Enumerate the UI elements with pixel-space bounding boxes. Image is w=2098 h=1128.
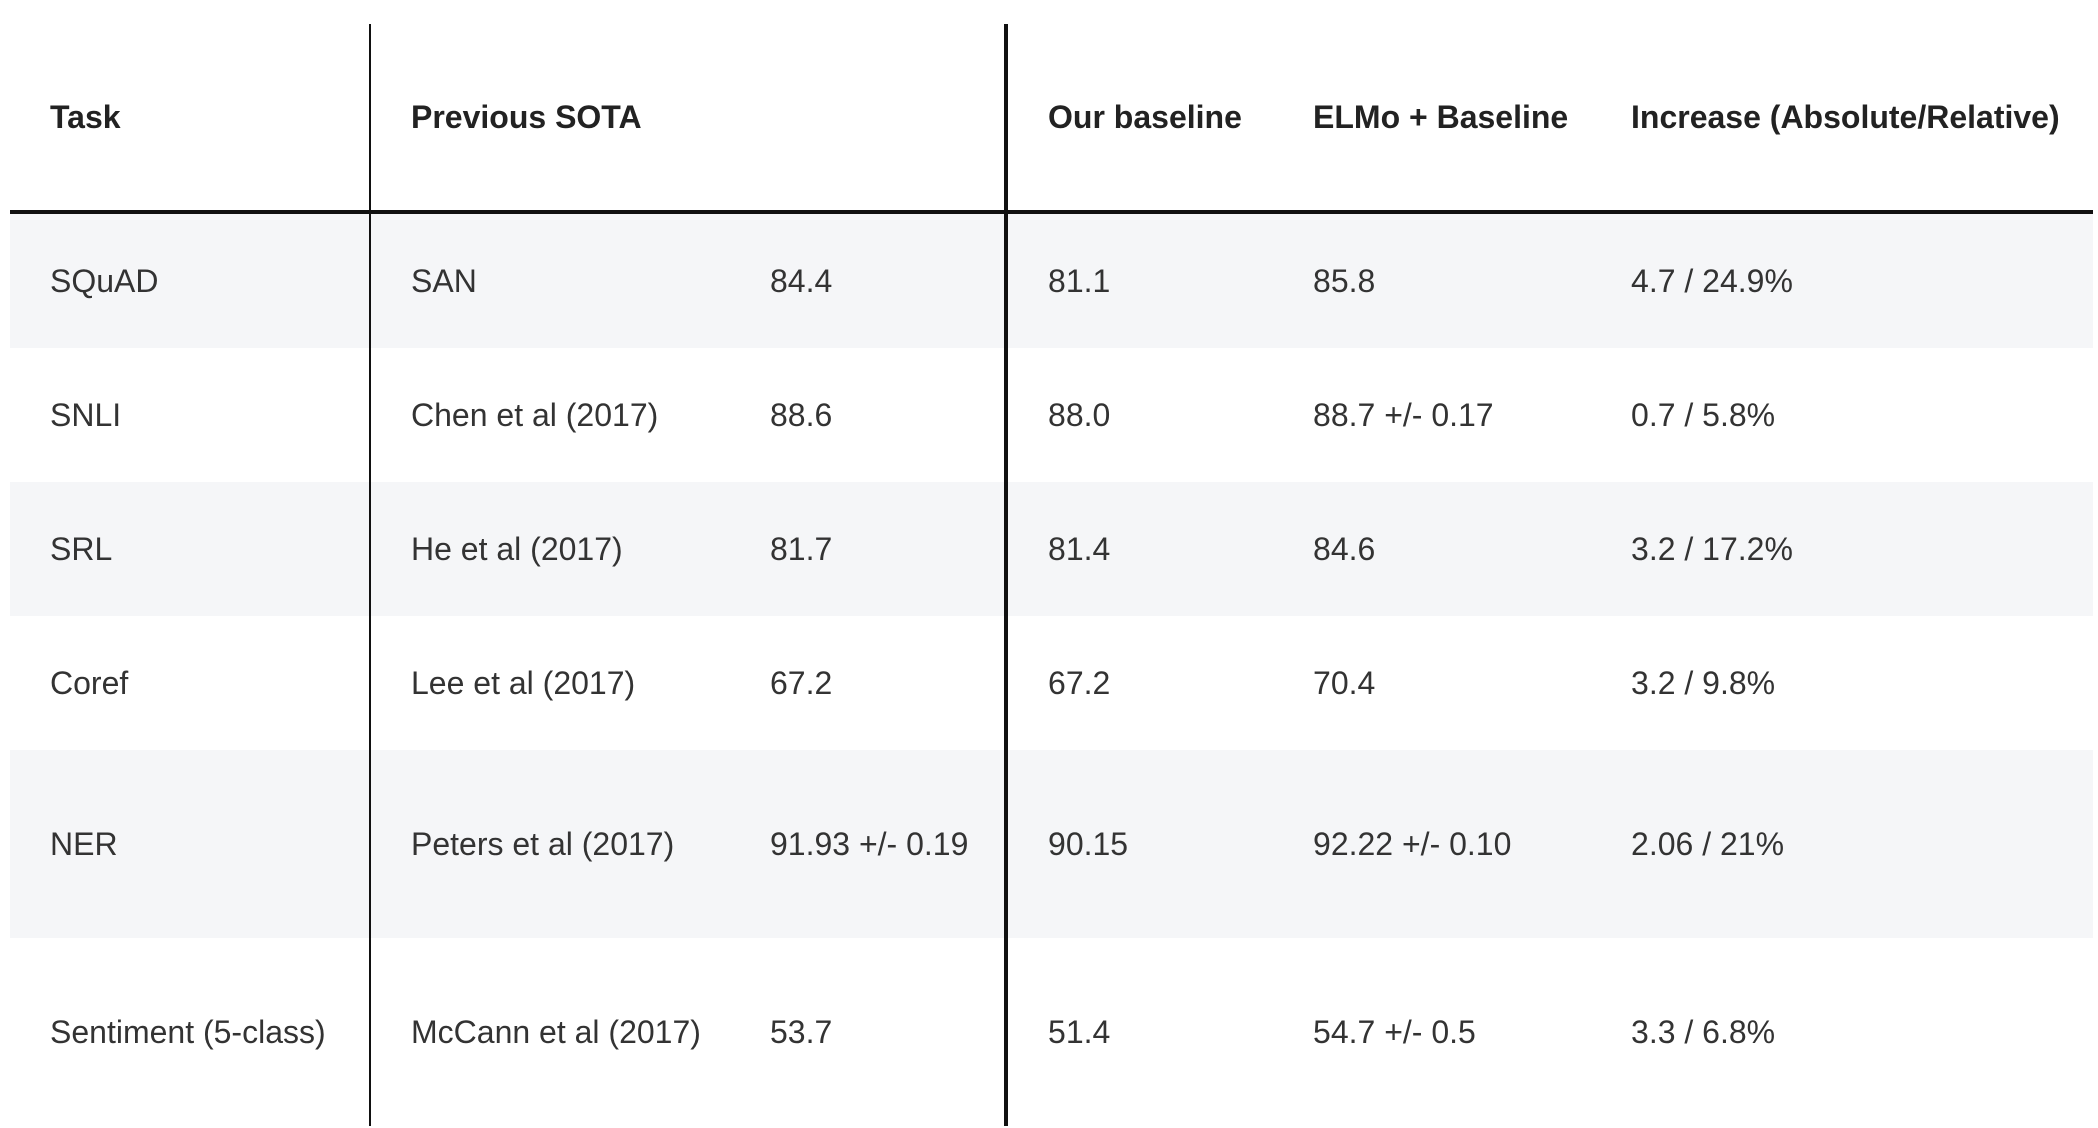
cell-sota-score: 88.6: [730, 348, 1009, 482]
table-row: Sentiment (5-class) McCann et al (2017) …: [10, 938, 2093, 1126]
table-header: Task Previous SOTA Our baseline ELMo + B…: [10, 24, 2094, 214]
cell-increase: 3.3 / 6.8%: [1631, 1014, 1776, 1050]
table-row: SQuAD SAN 84.4 81.1 85.8 4.7 / 24.9%: [10, 212, 2094, 348]
table-row: NER Peters et al (2017) 91.93 +/- 0.19 9…: [10, 750, 2094, 938]
cell-task: Sentiment (5-class): [10, 938, 371, 1126]
cell-elmo-baseline: 54.7 +/- 0.5: [1313, 1014, 1476, 1050]
cell-sota-score: 84.4: [730, 212, 1009, 348]
cell-our-baseline: 88.0: [1048, 397, 1111, 433]
cell-task: Coref: [10, 616, 371, 750]
cell-elmo-baseline: 85.8: [1273, 212, 1592, 348]
cell-task: SQuAD: [10, 212, 371, 348]
cell-task: SRL: [10, 482, 371, 616]
cell-our-baseline: 51.4: [1048, 1014, 1111, 1050]
cell-sota-score: 81.7: [730, 482, 1009, 616]
cell-increase: 3.2 / 9.8%: [1631, 665, 1776, 701]
cell-our-baseline: 81.1: [1006, 212, 1274, 348]
table-row: SNLI Chen et al (2017) 88.6 88.0 88.7 +/…: [10, 348, 2093, 482]
header-elmo-baseline: ELMo + Baseline: [1273, 24, 1592, 214]
cell-sota-model: He et al (2017): [370, 482, 730, 616]
table-row: Coref Lee et al (2017) 67.2 67.2 70.4 3.…: [10, 616, 2093, 750]
cell-our-baseline: 90.15: [1006, 750, 1274, 938]
header-row: Task Previous SOTA Our baseline ELMo + B…: [10, 24, 2094, 214]
cell-increase: 2.06 / 21%: [1591, 750, 2094, 938]
table-row: SRL He et al (2017) 81.7 81.4 84.6 3.2 /…: [10, 482, 2094, 616]
cell-elmo-baseline: 70.4: [1313, 665, 1376, 701]
cell-our-baseline: 67.2: [1048, 665, 1111, 701]
cell-elmo-baseline: 88.7 +/- 0.17: [1313, 397, 1494, 433]
cell-sota-model: Lee et al (2017): [411, 665, 636, 701]
cell-elmo-baseline: 92.22 +/- 0.10: [1273, 750, 1592, 938]
cell-task: SNLI: [10, 348, 371, 482]
cell-sota-model: Chen et al (2017): [411, 397, 659, 433]
cell-our-baseline: 81.4: [1006, 482, 1274, 616]
cell-elmo-baseline: 84.6: [1273, 482, 1592, 616]
cell-increase: 4.7 / 24.9%: [1591, 212, 2094, 348]
table-body: SQuAD SAN 84.4 81.1 85.8 4.7 / 24.9% SNL…: [10, 212, 2094, 1126]
cell-increase: 0.7 / 5.8%: [1631, 397, 1776, 433]
cell-task: NER: [10, 750, 371, 938]
cell-sota-model: Peters et al (2017): [370, 750, 730, 938]
cell-sota-score: 53.7: [730, 938, 1009, 1126]
header-our-baseline: Our baseline: [1006, 24, 1274, 214]
header-task: Task: [10, 24, 371, 214]
cell-sota-model: SAN: [370, 212, 730, 348]
header-previous-sota: Previous SOTA: [370, 24, 1009, 214]
cell-sota-score: 91.93 +/- 0.19: [730, 750, 1009, 938]
cell-sota-model: McCann et al (2017): [411, 1014, 701, 1050]
cell-increase: 3.2 / 17.2%: [1591, 482, 2094, 616]
header-increase: Increase (Absolute/Relative): [1591, 24, 2094, 214]
results-table: Task Previous SOTA Our baseline ELMo + B…: [10, 24, 2094, 1126]
cell-sota-score: 67.2: [730, 616, 1009, 750]
